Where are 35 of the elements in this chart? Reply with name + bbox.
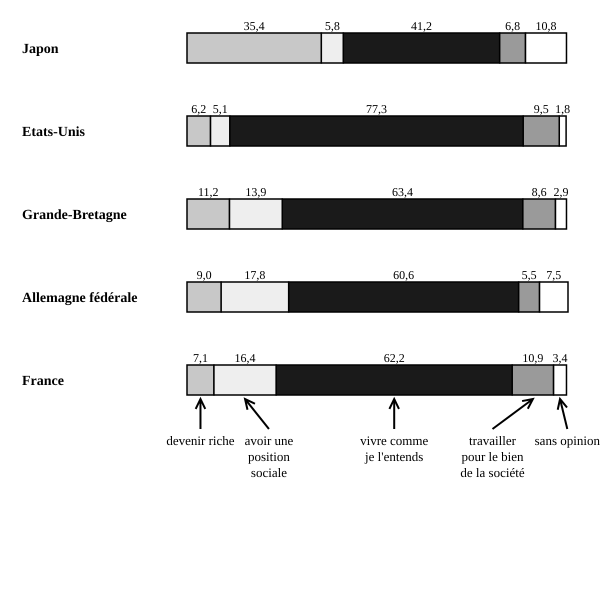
- legend-label: vivre comme je l'entends: [360, 433, 429, 464]
- y-tick-label: Grande-Bretagne: [22, 208, 127, 223]
- data-label: 6,2: [191, 102, 206, 116]
- data-label: 10,9: [522, 351, 544, 365]
- data-label: 3,4: [552, 351, 568, 365]
- data-label: 62,2: [384, 351, 405, 365]
- data-label: 17,8: [244, 268, 266, 282]
- data-label: 41,2: [411, 19, 432, 33]
- legend-label: avoir une position sociale: [244, 433, 294, 480]
- data-label: 13,9: [245, 185, 266, 199]
- y-tick-label: Allemagne fédérale: [22, 291, 138, 306]
- data-label: 9,0: [196, 268, 212, 282]
- legend-label: devenir riche: [166, 433, 235, 448]
- y-tick-label: Japon: [22, 42, 59, 57]
- data-label: 1,8: [555, 102, 570, 116]
- data-label: 10,8: [535, 19, 556, 33]
- data-label: 7,1: [192, 351, 208, 365]
- data-label: 9,5: [534, 102, 549, 116]
- data-label: 77,3: [366, 102, 388, 116]
- data-label: 63,4: [392, 185, 414, 199]
- data-label: 5,5: [522, 268, 537, 282]
- data-label: 16,4: [234, 351, 256, 365]
- y-tick-label: France: [22, 374, 64, 389]
- data-label: 60,6: [393, 268, 414, 282]
- data-label: 6,8: [505, 19, 520, 33]
- data-label: 8,6: [532, 185, 547, 199]
- legend-label: travailler pour le bien de la société: [460, 433, 525, 480]
- legend-label: sans opinion: [534, 433, 600, 448]
- data-label: 2,9: [553, 185, 568, 199]
- data-label: 5,1: [212, 102, 228, 116]
- data-label: 5,8: [324, 19, 340, 33]
- data-label: 7,5: [546, 268, 562, 282]
- data-label: 11,2: [198, 185, 219, 199]
- data-label: 35,4: [244, 19, 265, 33]
- y-tick-label: Etats-Unis: [22, 125, 86, 140]
